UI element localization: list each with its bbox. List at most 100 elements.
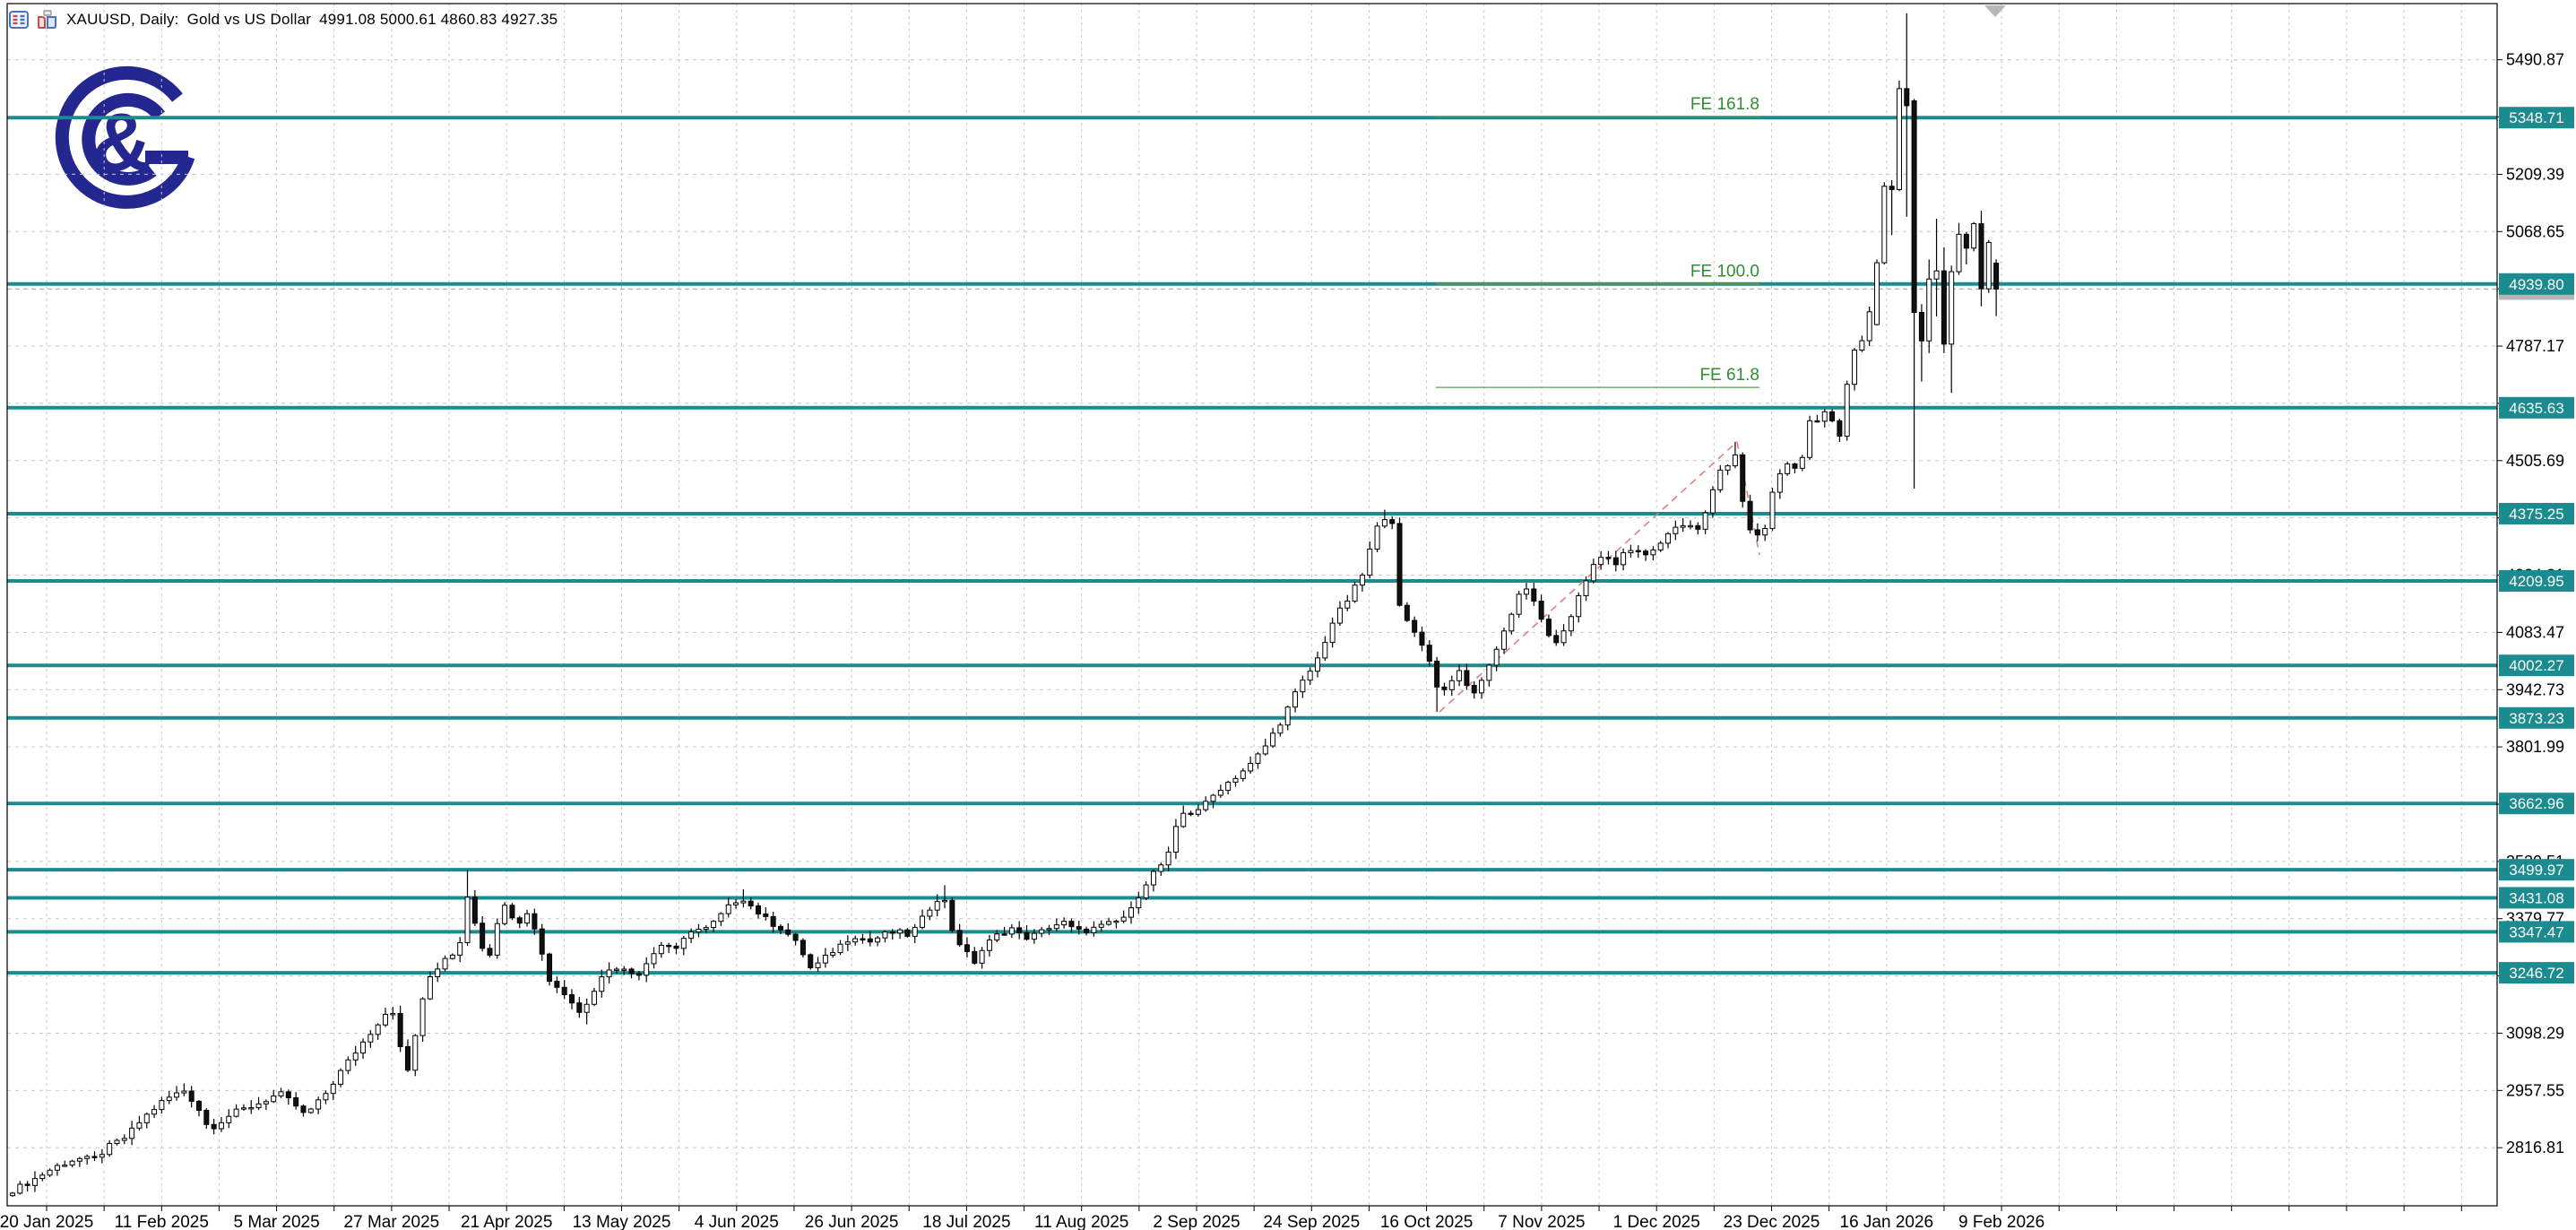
candle-body [1016,927,1023,933]
candle-body [554,981,560,988]
candle-body [844,941,851,945]
candle-body [949,899,955,931]
candle-body [1956,233,1962,273]
candle-body [240,1107,246,1110]
chart-title-description: Gold vs US Dollar [186,11,312,28]
candle-body [121,1138,127,1141]
level-price-badge-text: 4635.63 [2509,400,2563,417]
candle-body [278,1091,284,1096]
candle-body [1248,763,1254,772]
candle-body [1889,186,1895,190]
candle-body [502,905,508,924]
candle-body [307,1108,314,1113]
y-axis-price-label: 4083.47 [2506,623,2564,641]
candle-body [76,1157,82,1162]
candle-body [62,1165,68,1167]
candle-body [822,954,828,964]
candle-body [1404,604,1410,621]
candle-body [808,954,814,968]
candle-body [54,1165,60,1171]
candle-body [644,963,650,976]
candle-body [1949,271,1955,345]
candle-body [1195,809,1201,815]
candle-body [285,1091,291,1099]
candle-body [1039,929,1045,934]
candle-body [345,1059,351,1071]
candle-body [1493,648,1500,666]
candle-body [1031,932,1037,940]
candle-body [1300,680,1306,693]
candle-body [1508,613,1515,632]
level-price-badge [2499,921,2574,943]
level-price-badge-text: 3873.23 [2509,710,2563,727]
y-axis-price-label: 3942.73 [2506,680,2564,698]
candle-body [480,922,486,949]
level-price-badge-text: 3246.72 [2509,965,2563,982]
candle-body [1553,635,1560,644]
candle-body [1560,630,1567,644]
candle-body [188,1090,194,1102]
candle-body [1993,263,2000,290]
candle-body [1612,557,1619,566]
candle-body [1396,523,1403,606]
level-price-badge [2499,706,2574,729]
candle-body [583,1003,590,1013]
candle-body [1501,630,1507,650]
level-price-badge [2499,273,2574,295]
candle-body [711,921,717,929]
candle-body [1844,384,1850,437]
candle-body [1911,100,1917,313]
candle-body [569,993,575,1004]
candle-body [84,1156,91,1159]
candle-body [1076,926,1082,930]
candle-body [10,1192,15,1197]
candle-body [1829,411,1836,421]
candle-body [912,926,918,937]
candle-body [547,953,553,983]
candle-body [800,940,806,956]
candle-body [69,1160,75,1166]
candle-body [1732,454,1738,467]
candle-body [1628,550,1634,554]
candle-body [1926,278,1932,342]
candle-body [300,1105,307,1113]
candle-body [696,928,702,933]
candle-body [24,1183,30,1186]
level-price-badge-text: 4002.27 [2509,657,2563,674]
candle-body [1307,671,1313,681]
candle-body [606,969,612,978]
candle-body [1635,550,1641,553]
candle-body [442,957,448,970]
candle-body [1621,552,1627,566]
candle-body [897,929,903,934]
chart-title-overlay: XAUUSD, Daily: Gold vs US Dollar 4991.08… [9,10,558,30]
candle-body [1225,782,1232,792]
candle-body [360,1041,367,1054]
candle-body [532,913,538,930]
level-price-badge-text: 3431.08 [2509,889,2563,906]
candle-body [1292,691,1299,708]
candle-body [114,1139,120,1145]
level-price-badge [2499,396,2574,419]
candle-body [419,998,426,1036]
candle-body [599,976,605,992]
g-ampersand-logo-icon: & [55,65,195,209]
candle-body [1441,686,1448,690]
candle-body [904,929,911,937]
candle-body [17,1183,23,1194]
candle-body [1904,88,1910,107]
x-axis-date-label: 11 Aug 2025 [1034,1213,1128,1230]
candle-body [316,1099,322,1110]
candle-body [1068,921,1075,928]
candle-body [1650,549,1656,556]
candle-body [1464,670,1470,687]
candle-body [1172,826,1179,853]
candle-body [1896,88,1902,190]
candle-body [1426,645,1432,662]
candle-body [1978,223,1984,290]
candle-body [1963,233,1969,249]
candle-body [1203,801,1209,810]
x-axis-date-label: 13 May 2025 [573,1213,671,1230]
candle-body [136,1122,143,1129]
